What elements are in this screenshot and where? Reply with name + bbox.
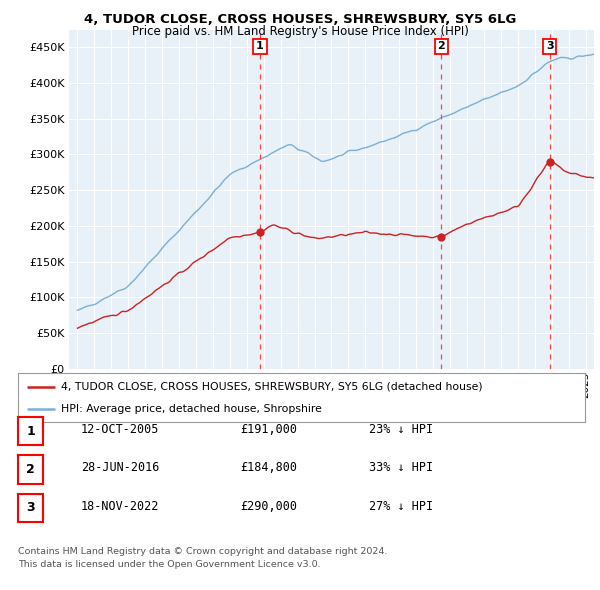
Text: 27% ↓ HPI: 27% ↓ HPI [369, 500, 433, 513]
Text: 33% ↓ HPI: 33% ↓ HPI [369, 461, 433, 474]
Text: 2: 2 [26, 463, 35, 476]
Text: This data is licensed under the Open Government Licence v3.0.: This data is licensed under the Open Gov… [18, 560, 320, 569]
Text: 12-OCT-2005: 12-OCT-2005 [81, 423, 160, 436]
Text: 23% ↓ HPI: 23% ↓ HPI [369, 423, 433, 436]
Text: 4, TUDOR CLOSE, CROSS HOUSES, SHREWSBURY, SY5 6LG (detached house): 4, TUDOR CLOSE, CROSS HOUSES, SHREWSBURY… [61, 382, 482, 392]
Text: 3: 3 [26, 502, 35, 514]
Text: 4, TUDOR CLOSE, CROSS HOUSES, SHREWSBURY, SY5 6LG: 4, TUDOR CLOSE, CROSS HOUSES, SHREWSBURY… [84, 13, 516, 26]
Text: 28-JUN-2016: 28-JUN-2016 [81, 461, 160, 474]
Text: 18-NOV-2022: 18-NOV-2022 [81, 500, 160, 513]
Text: 2: 2 [437, 41, 445, 51]
Text: 3: 3 [546, 41, 553, 51]
Text: Price paid vs. HM Land Registry's House Price Index (HPI): Price paid vs. HM Land Registry's House … [131, 25, 469, 38]
Text: 1: 1 [256, 41, 264, 51]
Text: £191,000: £191,000 [240, 423, 297, 436]
Text: Contains HM Land Registry data © Crown copyright and database right 2024.: Contains HM Land Registry data © Crown c… [18, 548, 388, 556]
Text: HPI: Average price, detached house, Shropshire: HPI: Average price, detached house, Shro… [61, 404, 322, 414]
Text: £290,000: £290,000 [240, 500, 297, 513]
Text: 1: 1 [26, 425, 35, 438]
Text: £184,800: £184,800 [240, 461, 297, 474]
